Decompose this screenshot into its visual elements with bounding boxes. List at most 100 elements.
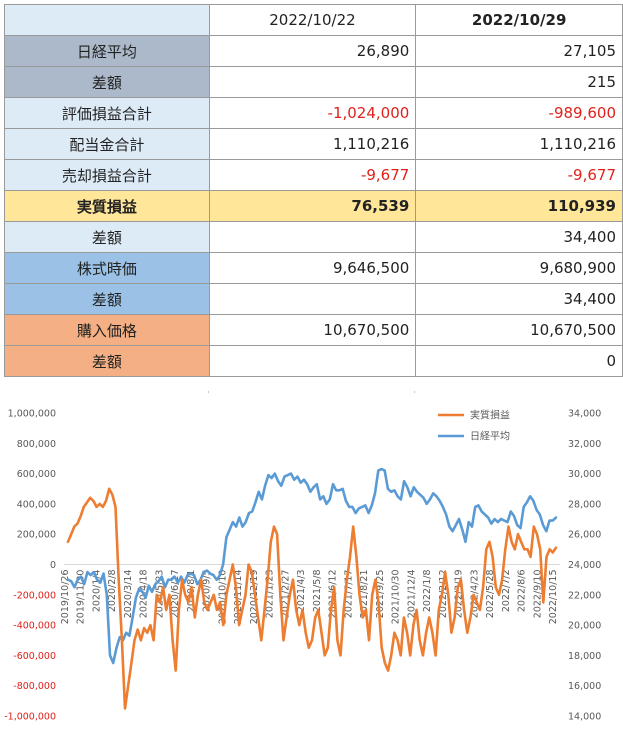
header-blank-cell [4,4,210,36]
x-tick-label: 2021/7/17 [343,570,354,619]
row-value-2: -9,677 [415,159,623,191]
x-tick-label: 2022/8/6 [517,570,528,613]
x-tick-label: 2020/1/4 [91,570,102,613]
table-row: 評価損益合計 -1,024,000 -989,600 [4,97,623,129]
y-left-tick-label: 600,000 [17,469,56,480]
x-tick-label: 2021/9/25 [375,570,386,619]
x-tick-label: 2022/4/23 [469,570,480,619]
line-chart: 1,000,000 800,000 600,000 400,000 200,000 0 -2… [0,393,623,739]
row-value-1 [208,283,417,315]
y-left-tick-label: -400,000 [13,621,56,632]
y-left-tick-label: 1,000,000 [8,409,56,420]
row-label: 差額 [4,345,210,377]
row-value-2: 9,680,900 [415,252,623,284]
x-tick-label: 2021/8/21 [359,570,370,619]
row-value-2: 10,670,500 [415,314,623,346]
row-value-1: 76,539 [208,190,417,222]
table-row: 売却損益合計 -9,677 -9,677 [4,159,623,191]
x-tick-label: 2021/12/4 [406,570,417,619]
series-line-nikkei [66,467,558,665]
header-date-1: 2022/10/22 [208,4,417,36]
series-line-profit [66,487,558,710]
row-label: 差額 [4,221,210,253]
x-tick-label: 2020/3/14 [123,570,134,619]
x-tick-label: 2022/9/10 [532,570,543,619]
y-right-tick-label: 26,000 [568,530,601,541]
header-date-2: 2022/10/29 [415,4,623,36]
y-right-tick-label: 20,000 [568,621,601,632]
y-left-tick-label: 400,000 [17,499,56,510]
x-tick-label: 2022/1/8 [422,570,433,613]
summary-table: 2022/10/22 2022/10/29 日経平均 26,890 27,105… [4,4,623,377]
row-label: 差額 [4,283,210,315]
row-label: 評価損益合計 [4,97,210,129]
row-label: 配当金合計 [4,128,210,160]
x-tick-label: 2022/7/2 [501,570,512,613]
row-label: 株式時価 [4,252,210,284]
y-left-tick-label: -1,000,000 [4,712,56,723]
table-row: 株式時価 9,646,500 9,680,900 [4,252,623,284]
table-row: 配当金合計 1,110,216 1,110,216 [4,128,623,160]
table-row: 購入価格 10,670,500 10,670,500 [4,314,623,346]
table-row: 実質損益 76,539 110,939 [4,190,623,222]
row-value-1: 9,646,500 [208,252,417,284]
table-row: 日経平均 26,890 27,105 [4,35,623,67]
y-left-tick-label: -800,000 [13,681,56,692]
row-value-2: 0 [415,345,623,377]
x-tick-label: 2022/10/15 [548,570,559,625]
y-left-tick-label: 200,000 [17,530,56,541]
table-row: 差額 34,400 [4,221,623,253]
row-label: 実質損益 [4,190,210,222]
row-value-2: 27,105 [415,35,623,67]
x-tick-label: 2020/11/14 [233,570,244,625]
row-value-2: 110,939 [415,190,623,222]
row-value-1 [208,221,417,253]
y-right-tick-label: 32,000 [568,439,601,450]
y-right-tick-label: 28,000 [568,499,601,510]
y-left-tick-label: -600,000 [13,651,56,662]
x-tick-label: 2021/4/3 [296,570,307,613]
legend-label: 実質損益 [470,409,510,422]
y-right-tick-label: 24,000 [568,560,601,571]
row-label: 日経平均 [4,35,210,67]
y-right-tick-label: 22,000 [568,590,601,601]
row-label: 差額 [4,66,210,98]
y-right-tick-label: 16,000 [568,681,601,692]
x-tick-label: 2020/10/10 [217,570,228,625]
chart-background [0,393,623,739]
y-left-tick-label: -200,000 [13,590,56,601]
row-value-2: 34,400 [415,221,623,253]
series-layer [66,467,558,710]
row-value-1: 1,110,216 [208,128,417,160]
row-value-1: -1,024,000 [208,97,417,129]
x-tick-label: 2021/5/8 [312,570,323,613]
row-value-1: -9,677 [208,159,417,191]
x-tick-label: 2020/9/5 [202,570,213,613]
legend-label: 日経平均 [470,430,510,443]
x-tick-label: 2019/11/30 [76,570,87,625]
table-row: 差額 0 [4,345,623,377]
right-axis: 34,000 32,000 30,000 28,000 26,000 24,000 22,0… [568,409,601,723]
x-tick-label: 2020/5/23 [154,570,165,619]
y-right-tick-label: 30,000 [568,469,601,480]
x-tick-label: 2021/10/30 [391,570,402,625]
y-right-tick-label: 14,000 [568,712,601,723]
x-tick-label: 2021/2/27 [280,570,291,619]
row-value-1: 10,670,500 [208,314,417,346]
x-tick-label: 2022/5/28 [485,570,496,619]
table-row: 差額 34,400 [4,283,623,315]
y-right-tick-label: 18,000 [568,651,601,662]
x-tick-label: 2020/6/27 [170,570,181,619]
y-left-tick-label: 800,000 [17,439,56,450]
row-value-2: 1,110,216 [415,128,623,160]
x-axis: 2019/10/26 2019/11/30 2020/1/4 2020/2/8 2020… [60,564,560,625]
table-header-row: 2022/10/22 2022/10/29 [4,4,623,36]
y-left-tick-label: 0 [50,560,56,571]
row-value-2: -989,600 [415,97,623,129]
x-tick-label: 2022/3/19 [454,570,465,619]
left-axis: 1,000,000 800,000 600,000 400,000 200,000 0 -2… [4,409,56,723]
y-right-tick-label: 34,000 [568,409,601,420]
row-value-2: 34,400 [415,283,623,315]
